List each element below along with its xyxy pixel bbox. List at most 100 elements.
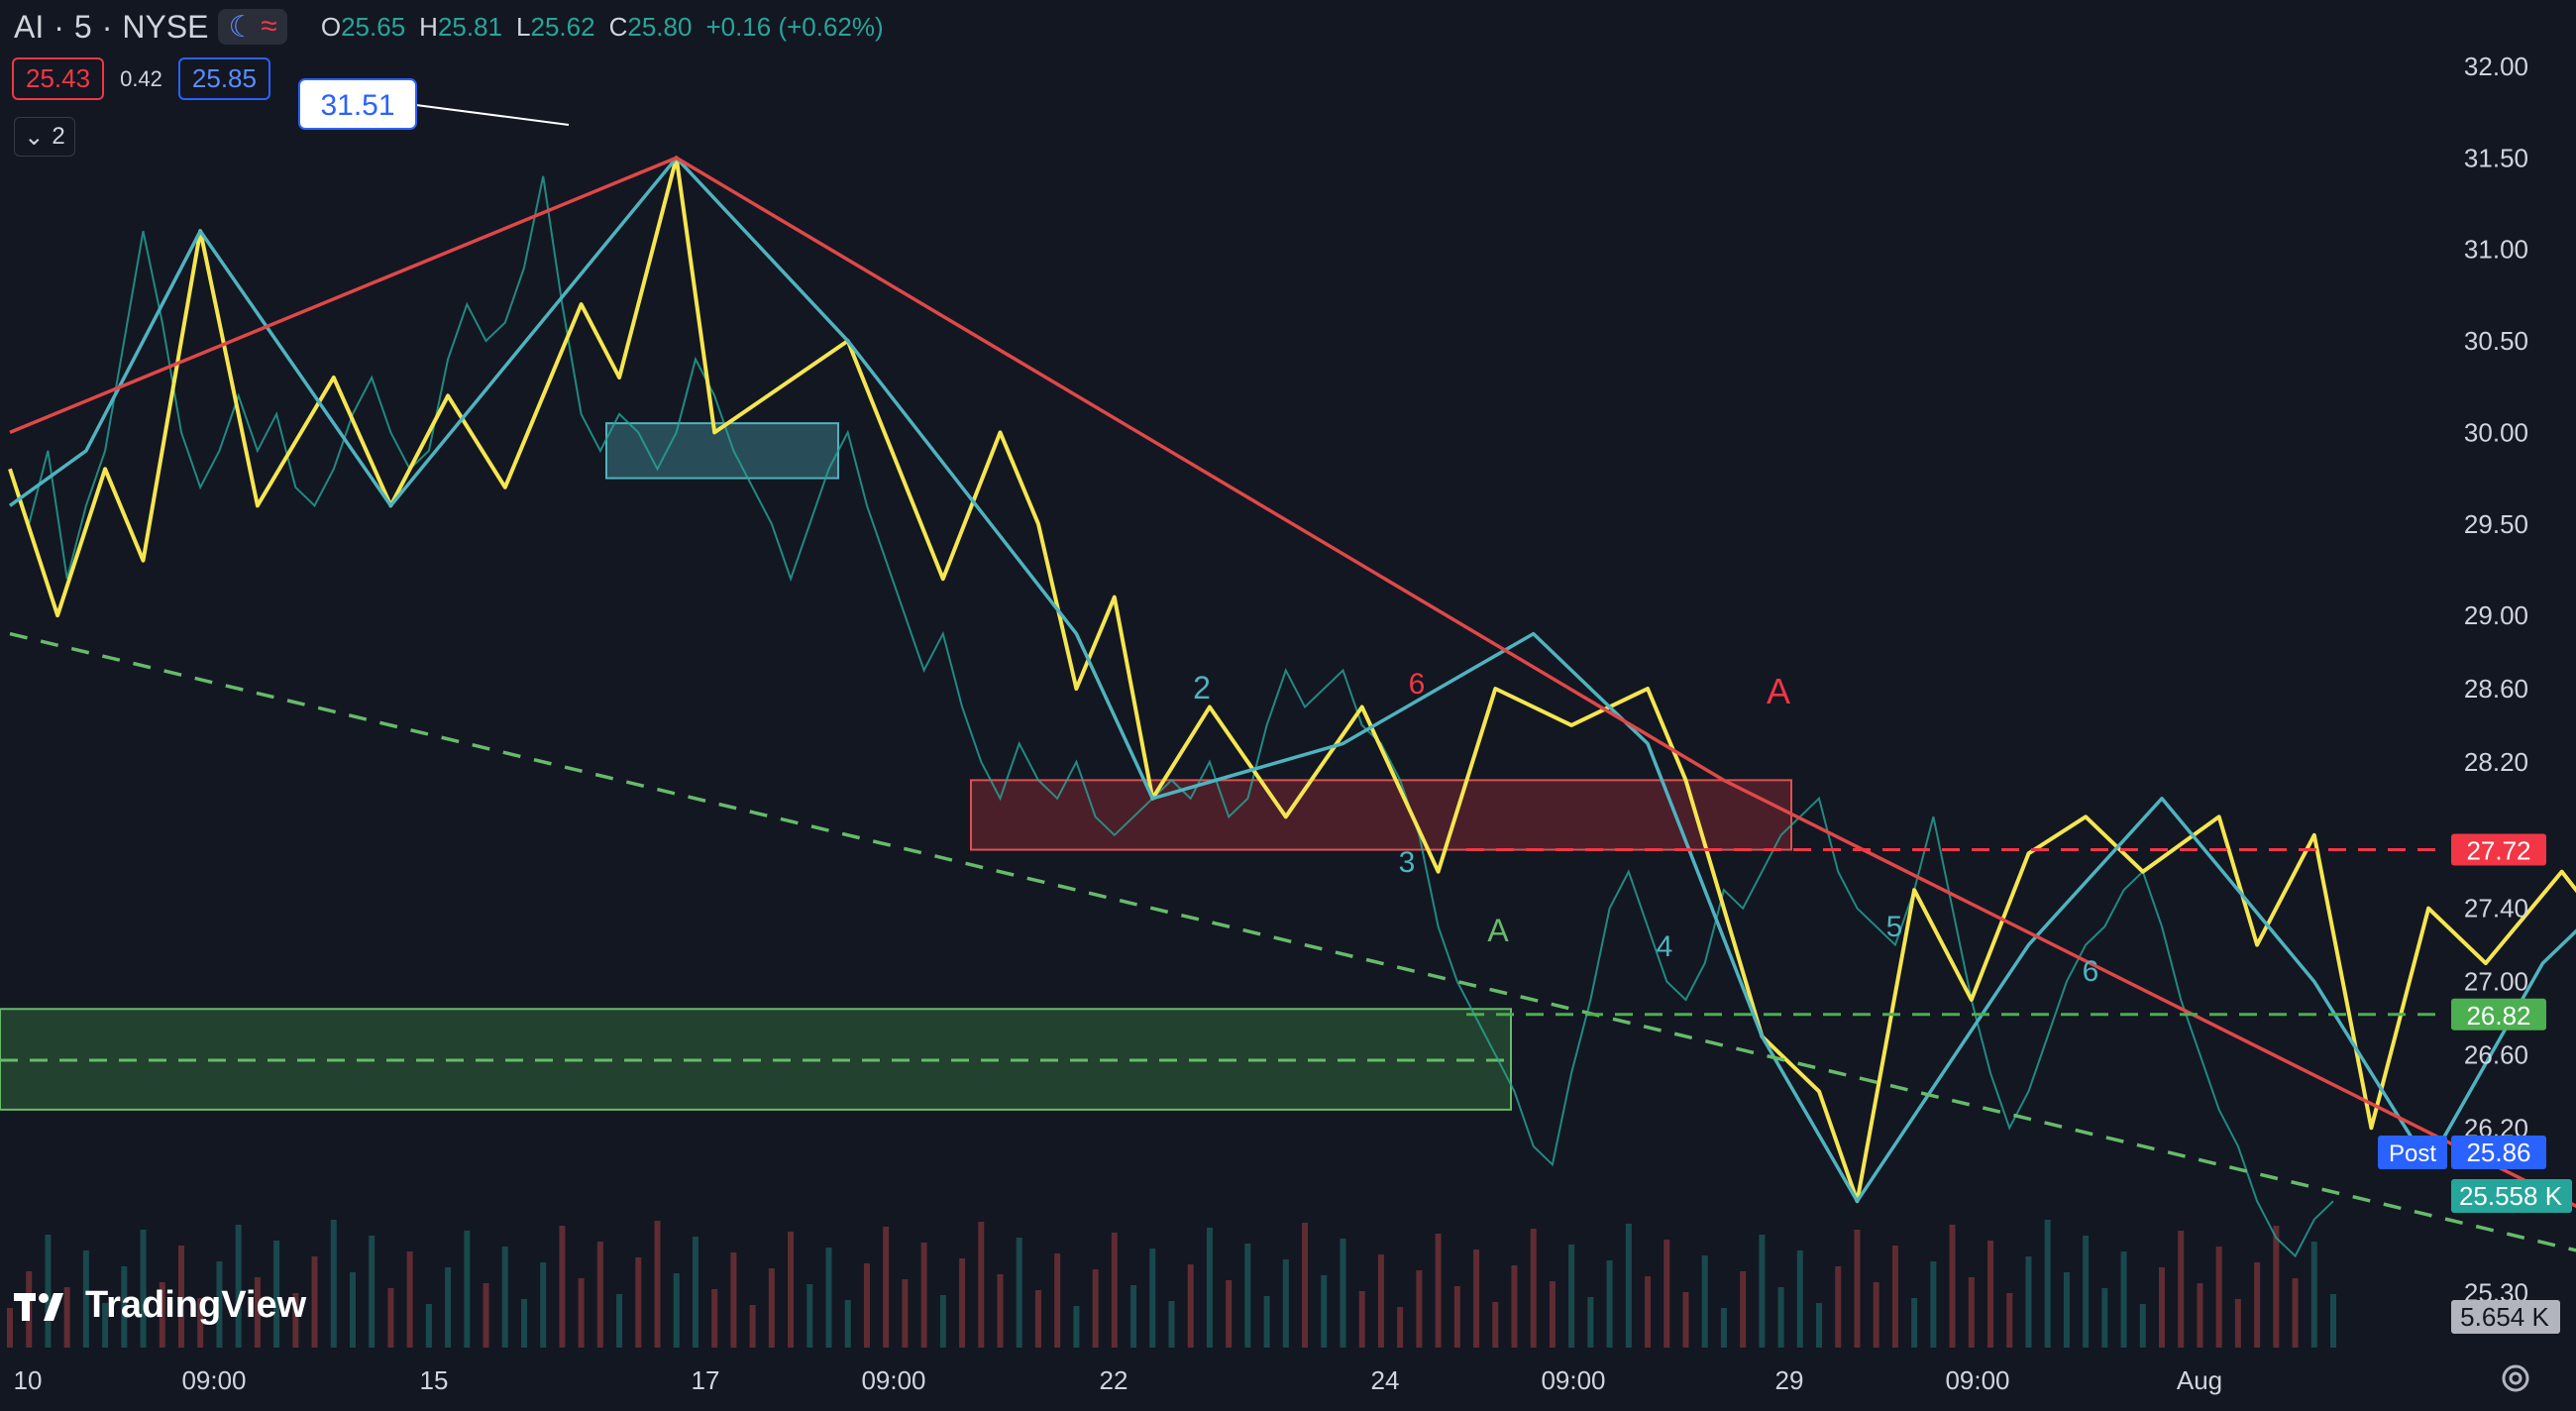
open-value: 25.65	[341, 11, 406, 42]
close-value: 25.80	[627, 11, 693, 42]
volume-bar	[1034, 1290, 1041, 1348]
buy-button[interactable]: 25.85	[177, 57, 270, 100]
x-tick-label: 09:00	[181, 1365, 246, 1395]
volume-bar	[2178, 1231, 2185, 1348]
volume-bar	[82, 1250, 89, 1348]
volume-bar	[825, 1248, 832, 1348]
last-value-box	[2451, 1179, 2572, 1213]
volume-bar	[254, 1277, 261, 1348]
volume-bar	[559, 1226, 566, 1348]
volume-bar	[159, 1282, 165, 1348]
volume-bar	[2006, 1293, 2013, 1348]
volume-bar	[1397, 1307, 1404, 1348]
y-tick-label: 29.00	[2464, 600, 2528, 630]
volume-bar	[1606, 1260, 1613, 1348]
volume-bar	[1568, 1245, 1575, 1348]
zone-red	[970, 779, 1792, 851]
x-tick-label: 22	[1100, 1365, 1128, 1395]
volume-bar	[1854, 1230, 1861, 1348]
callout-price: 31.51	[320, 89, 394, 122]
volume-bar	[2254, 1262, 2261, 1348]
interval[interactable]: 5	[73, 8, 92, 45]
y-tick-label: 31.00	[2464, 235, 2528, 265]
volume-bar	[1416, 1270, 1423, 1348]
session-chip[interactable]: ☾ ≈	[218, 9, 287, 45]
volume-bar	[1263, 1296, 1270, 1348]
y-tick-label: 26.60	[2464, 1039, 2528, 1069]
volume-bar	[730, 1252, 737, 1348]
volume-bar	[2292, 1278, 2299, 1348]
volume-bar	[1645, 1276, 1652, 1348]
wave-label: 3	[1399, 846, 1416, 879]
volume-bar	[673, 1273, 680, 1348]
series-trendline-green-dashed	[9, 631, 2576, 1252]
tradingview-logo-text: TradingView	[85, 1284, 307, 1326]
volume-bar	[1435, 1234, 1442, 1348]
high-value: 25.81	[437, 11, 503, 42]
tradingview-logo-icon	[14, 1292, 63, 1321]
volume-bar	[1625, 1224, 1632, 1348]
volume-bar	[1759, 1235, 1766, 1348]
volume-bar	[788, 1232, 795, 1348]
indicators-count: 2	[52, 123, 65, 150]
volume-bar	[978, 1222, 985, 1348]
volume-bar	[2234, 1299, 2241, 1348]
volume-bar	[578, 1278, 585, 1348]
volume-bar	[2197, 1283, 2203, 1348]
volume-bar	[1701, 1255, 1708, 1348]
gear-icon[interactable]	[2499, 1361, 2532, 1395]
y-tick-label: 28.20	[2464, 747, 2528, 777]
volume-bar	[140, 1230, 147, 1348]
callout-box[interactable]	[298, 78, 417, 130]
volume-bar	[1511, 1265, 1518, 1348]
post-price: 25.86	[2466, 1138, 2530, 1167]
volume-bar	[2101, 1288, 2108, 1348]
volume-bar	[540, 1262, 547, 1348]
volume-bar	[2139, 1304, 2146, 1348]
wave-label: 2	[1193, 670, 1211, 706]
volume-bar	[425, 1304, 432, 1348]
volume-bar	[1492, 1302, 1499, 1348]
volume-value-box	[2451, 1300, 2560, 1334]
symbol-name[interactable]: AI	[14, 8, 45, 45]
price-line	[9, 175, 2334, 1258]
volume-bar	[2025, 1256, 2032, 1348]
x-tick-label: 24	[1371, 1365, 1400, 1395]
volume-bar	[2330, 1294, 2336, 1348]
volume-bar	[1796, 1250, 1803, 1348]
volume-bar	[501, 1247, 508, 1348]
volume-bar	[2120, 1251, 2127, 1348]
volume-bar	[2215, 1247, 2222, 1348]
volume-bar	[1092, 1269, 1099, 1348]
volume-bar	[1891, 1246, 1898, 1348]
volume-bar	[1302, 1223, 1309, 1348]
wave-label: 6	[2083, 955, 2099, 988]
y-tick-label: 30.00	[2464, 417, 2528, 447]
series-trendline-red	[9, 156, 2576, 1209]
x-tick-label: 15	[420, 1365, 449, 1395]
volume-bar	[1473, 1249, 1480, 1348]
volume-bar	[445, 1267, 452, 1348]
separator-dot: ·	[54, 8, 64, 45]
moon-icon: ☾	[228, 10, 256, 44]
volume-bar	[1111, 1233, 1118, 1348]
wave-label: A	[1487, 913, 1509, 948]
exchange: NYSE	[122, 8, 209, 45]
indicators-toggle[interactable]: ⌄ 2	[14, 117, 75, 157]
volume-bar	[883, 1227, 890, 1348]
sell-button[interactable]: 25.43	[12, 57, 105, 100]
volume-bar	[2063, 1272, 2070, 1348]
volume-bar	[654, 1221, 661, 1348]
zone-teal	[605, 422, 839, 480]
volume-bar	[102, 1303, 109, 1348]
tradingview-logo[interactable]: TradingView	[14, 1284, 306, 1327]
volume-bar	[692, 1237, 698, 1348]
volume-bar	[1720, 1308, 1727, 1348]
volume-bar	[1777, 1287, 1784, 1348]
volume-bar	[1206, 1228, 1213, 1348]
volume-bar	[1358, 1291, 1365, 1348]
volume-bar	[768, 1268, 775, 1348]
y-tick-label: 32.00	[2464, 52, 2528, 81]
wave-label: 6	[1409, 668, 1426, 701]
